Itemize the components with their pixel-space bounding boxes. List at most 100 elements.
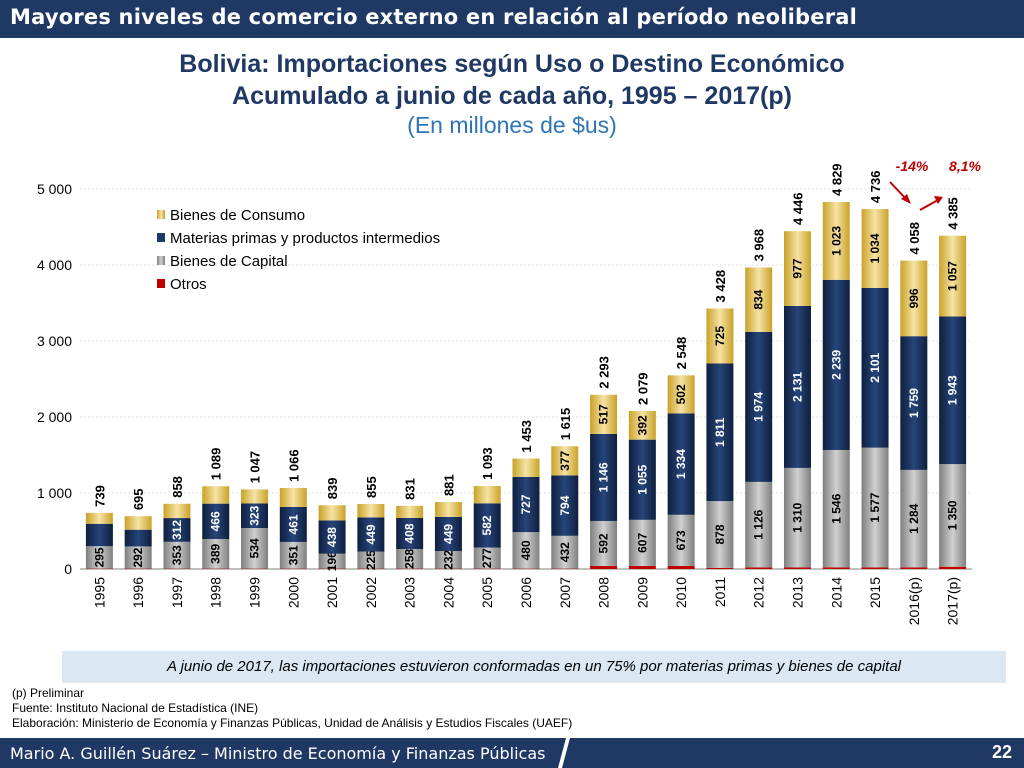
bar-segment	[900, 567, 928, 569]
footnote-elaboration: Elaboración: Ministerio de Economía y Fi…	[12, 716, 573, 730]
bar-segment	[279, 541, 307, 569]
x-tick-label: 2002	[363, 577, 379, 608]
bar-segment	[85, 523, 113, 547]
header-bar: Mayores niveles de comercio externo en r…	[0, 0, 1024, 38]
x-tick-label: 2005	[479, 577, 495, 608]
arrow-2017	[919, 199, 939, 211]
bar-segment	[163, 518, 191, 542]
bar-segment	[512, 476, 540, 533]
bar-segment	[396, 505, 424, 519]
bar-segment	[396, 518, 424, 550]
x-tick-label: 2006	[518, 577, 534, 608]
annotation-2017-change: 8,1%	[949, 158, 981, 174]
segment-label: 673	[674, 530, 688, 550]
bar-segment	[434, 502, 462, 517]
x-tick-label: 2000	[285, 577, 301, 608]
bar-segment	[628, 439, 656, 520]
bar-segment	[241, 503, 269, 529]
bar-segment	[783, 467, 811, 568]
segment-label: 2 101	[868, 352, 882, 382]
bar-segment	[745, 267, 773, 332]
segment-label: 1 284	[907, 503, 921, 533]
bar-segment	[667, 565, 695, 569]
bar-segment	[783, 567, 811, 569]
segment-label: 480	[519, 540, 533, 560]
x-tick-label: 2009	[634, 577, 650, 608]
segment-label: 1 350	[946, 500, 960, 530]
x-tick-label: 2011	[712, 577, 728, 607]
bar-segment	[628, 565, 656, 569]
bar-segment	[939, 235, 967, 317]
bar-segment	[202, 539, 230, 569]
segment-label: 312	[170, 520, 184, 540]
segment-label: 1 126	[752, 509, 766, 539]
x-tick-label: 2004	[440, 577, 456, 608]
bar-segment	[745, 331, 773, 482]
x-tick-label: 2016(p)	[906, 577, 922, 625]
x-tick-label: 2015	[867, 577, 883, 608]
bar-segment	[357, 504, 385, 518]
bar-segment	[900, 469, 928, 568]
segment-label: 432	[558, 542, 572, 562]
x-tick-label: 2008	[596, 577, 612, 608]
total-label: 855	[364, 476, 379, 498]
x-tick-label: 2012	[751, 577, 767, 608]
segment-label: 534	[248, 538, 262, 558]
bar-segment	[512, 532, 540, 569]
bar-segment	[590, 433, 618, 521]
bar-segment	[706, 501, 734, 568]
total-label: 831	[403, 478, 418, 500]
total-label: 4 736	[868, 171, 883, 204]
segment-label: 295	[92, 547, 106, 567]
total-label: 4 385	[946, 197, 961, 230]
x-tick-label: 2007	[557, 577, 573, 608]
footnote-preliminar: (p) Preliminar	[12, 686, 85, 700]
segment-label: 1 055	[635, 464, 649, 494]
bar-segment	[318, 520, 346, 554]
segment-label: 996	[907, 288, 921, 308]
total-label: 1 089	[209, 448, 224, 481]
arrow-2017-head	[934, 196, 943, 204]
bar-segment	[706, 567, 734, 569]
chart-title-line1: Bolivia: Importaciones según Uso o Desti…	[179, 50, 845, 78]
bar-segment	[202, 503, 230, 540]
segment-label: 258	[403, 548, 417, 568]
bar-segment	[667, 514, 695, 566]
x-tick-label: 2014	[828, 577, 844, 608]
segment-label: 449	[441, 524, 455, 544]
bar-segment	[241, 528, 269, 569]
legend-swatch	[157, 279, 165, 288]
bar-segment	[628, 410, 656, 440]
bar-segment	[85, 546, 113, 569]
y-tick-label: 4 000	[37, 257, 72, 273]
annotation-2016-change: -14%	[896, 158, 929, 174]
bar-segment	[706, 308, 734, 364]
bar-segment	[473, 485, 501, 504]
footnote-source: Fuente: Instituto Nacional de Estadístic…	[12, 701, 259, 715]
bar-segment	[706, 363, 734, 502]
segment-label: 408	[403, 523, 417, 543]
legend-label: Bienes de Capital	[170, 253, 288, 270]
total-label: 1 066	[286, 449, 301, 482]
bar-segment	[822, 201, 850, 280]
segment-label: 582	[480, 515, 494, 535]
segment-label: 1 057	[946, 261, 960, 291]
arrow-2016-head	[901, 194, 911, 204]
y-tick-label: 1 000	[37, 485, 72, 501]
y-tick-label: 2 000	[37, 409, 72, 425]
bar-segment	[939, 464, 967, 567]
segment-label: 225	[364, 550, 378, 570]
segment-label: 2 131	[790, 372, 804, 402]
total-label: 4 058	[907, 222, 922, 255]
total-label: 2 079	[635, 372, 650, 405]
segment-label: 1 811	[713, 417, 727, 447]
bar-segment	[900, 260, 928, 337]
legend-label: Materias primas y productos intermedios	[170, 230, 440, 247]
segment-label: 1 034	[868, 233, 882, 263]
segment-label: 392	[635, 415, 649, 435]
bar-segment	[745, 567, 773, 569]
x-tick-label: 1998	[208, 577, 224, 608]
bar-segment	[124, 529, 152, 547]
total-label: 1 453	[519, 420, 534, 453]
legend-swatch	[157, 256, 165, 265]
